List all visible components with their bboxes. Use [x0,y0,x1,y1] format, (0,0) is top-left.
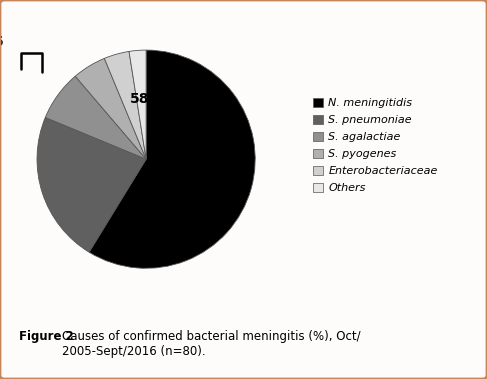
Text: 58.75: 58.75 [130,92,174,106]
Text: 5: 5 [0,35,4,49]
Wedge shape [104,52,146,159]
Wedge shape [89,50,255,268]
Wedge shape [75,58,146,159]
Legend: N. meningitidis, S. pneumoniae, S. agalactiae, S. pyogenes, Enterobacteriaceae, : N. meningitidis, S. pneumoniae, S. agala… [309,95,441,196]
Wedge shape [129,50,146,159]
Text: Figure 2: Figure 2 [19,330,78,343]
Text: Causes of confirmed bacterial meningitis (%), Oct/
2005-Sept/2016 (n=80).: Causes of confirmed bacterial meningitis… [62,330,361,358]
Wedge shape [37,117,146,252]
Wedge shape [45,76,146,159]
